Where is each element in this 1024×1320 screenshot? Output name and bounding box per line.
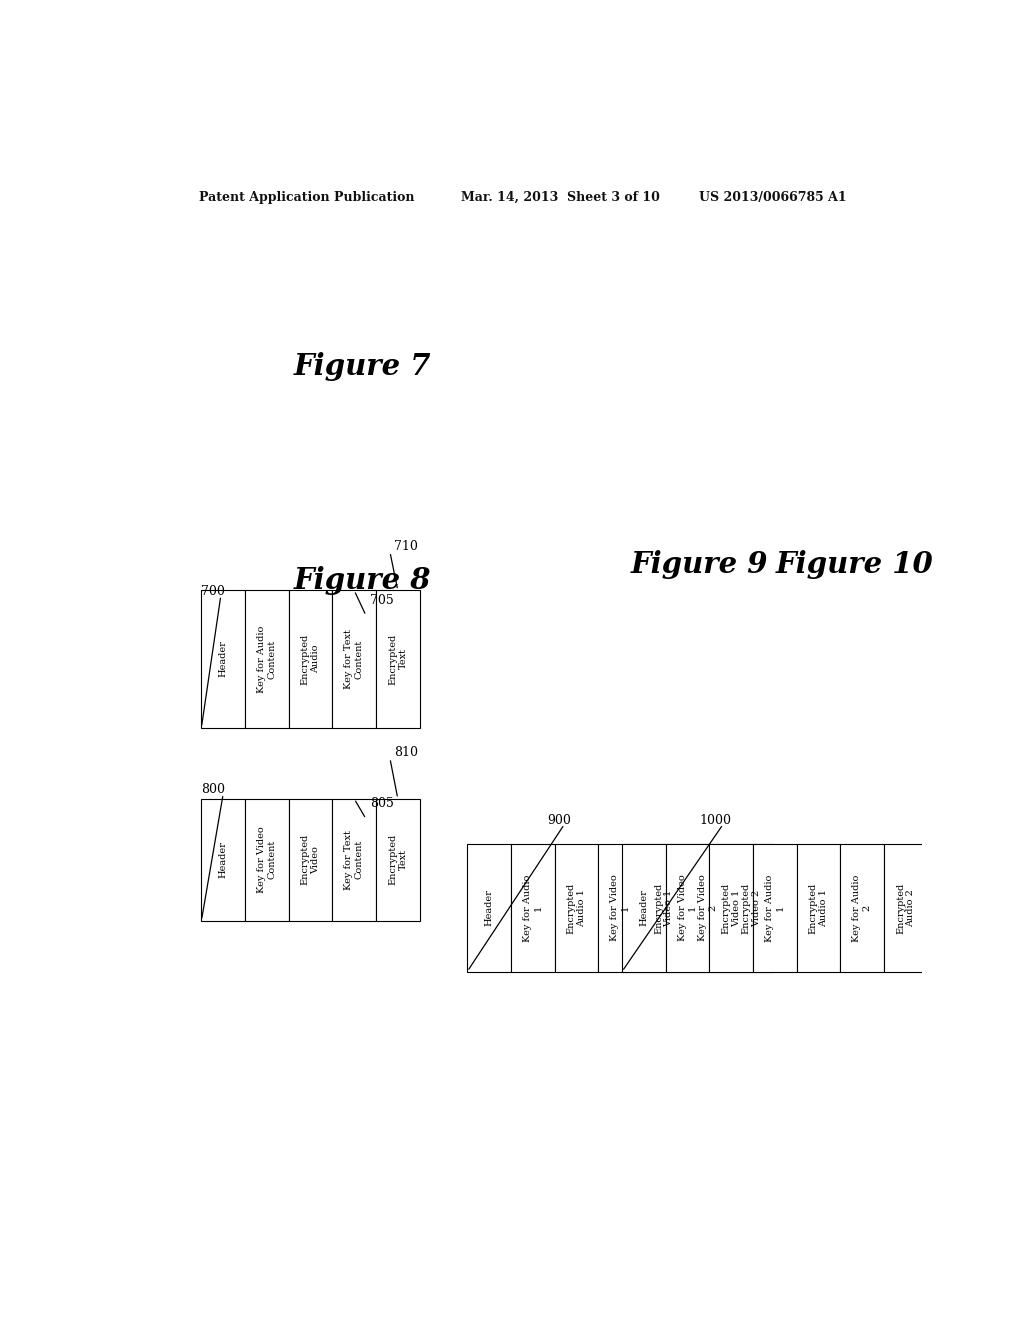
Text: Encrypted
Video 2: Encrypted Video 2 <box>741 882 761 933</box>
Text: Encrypted
Audio 1: Encrypted Audio 1 <box>809 882 828 933</box>
Text: 800: 800 <box>201 784 225 796</box>
Bar <box>622 845 666 972</box>
Text: Figure 9: Figure 9 <box>631 550 768 579</box>
Text: Encrypted
Audio 2: Encrypted Audio 2 <box>896 882 915 933</box>
Text: Key for Audio
2: Key for Audio 2 <box>852 874 871 941</box>
Bar <box>729 845 773 972</box>
Text: Encrypted
Audio: Encrypted Audio <box>301 634 321 685</box>
Bar <box>841 845 884 972</box>
Text: Header: Header <box>219 841 227 878</box>
Text: Encrypted
Text: Encrypted Text <box>388 834 408 886</box>
Text: Header: Header <box>484 890 494 927</box>
Bar <box>685 845 729 972</box>
Bar <box>555 845 598 972</box>
Text: Encrypted
Audio 1: Encrypted Audio 1 <box>566 882 586 933</box>
Text: Key for Text
Content: Key for Text Content <box>344 830 364 890</box>
Text: Key for Video
1: Key for Video 1 <box>610 875 630 941</box>
Text: 700: 700 <box>201 585 225 598</box>
Text: Figure 7: Figure 7 <box>293 352 431 381</box>
Text: Key for Video
2: Key for Video 2 <box>697 875 717 941</box>
Text: Figure 10: Figure 10 <box>775 550 933 579</box>
Text: Encrypted
Text: Encrypted Text <box>388 634 408 685</box>
Bar <box>376 590 420 727</box>
Text: 805: 805 <box>370 797 394 810</box>
Bar <box>666 845 710 972</box>
Text: 705: 705 <box>370 594 394 607</box>
Text: US 2013/0066785 A1: US 2013/0066785 A1 <box>699 190 847 203</box>
Text: Key for Audio
Content: Key for Audio Content <box>257 626 276 693</box>
Bar <box>245 799 289 921</box>
Text: Key for Text
Content: Key for Text Content <box>344 630 364 689</box>
Bar <box>884 845 928 972</box>
Bar <box>376 799 420 921</box>
Bar <box>753 845 797 972</box>
Bar <box>202 799 245 921</box>
Text: 1000: 1000 <box>699 814 731 826</box>
Text: Key for Audio
1: Key for Audio 1 <box>523 874 543 941</box>
Bar <box>642 845 685 972</box>
Text: Key for Video
Content: Key for Video Content <box>257 826 276 894</box>
Bar <box>289 590 333 727</box>
Text: Header: Header <box>219 640 227 677</box>
Text: Patent Application Publication: Patent Application Publication <box>200 190 415 203</box>
Text: Header: Header <box>639 890 648 927</box>
Bar <box>333 590 376 727</box>
Bar <box>598 845 642 972</box>
Bar <box>467 845 511 972</box>
Text: Encrypted
Video 1: Encrypted Video 1 <box>722 882 740 933</box>
Bar <box>797 845 841 972</box>
Bar <box>511 845 555 972</box>
Bar <box>245 590 289 727</box>
Bar <box>710 845 753 972</box>
Bar <box>289 799 333 921</box>
Text: 900: 900 <box>547 814 571 826</box>
Text: Mar. 14, 2013  Sheet 3 of 10: Mar. 14, 2013 Sheet 3 of 10 <box>461 190 660 203</box>
Text: Encrypted
Video: Encrypted Video <box>301 834 321 886</box>
Text: Encrypted
Video 1: Encrypted Video 1 <box>654 882 674 933</box>
Text: Key for Video
1: Key for Video 1 <box>678 875 697 941</box>
Text: 710: 710 <box>394 540 418 553</box>
Text: 810: 810 <box>394 747 418 759</box>
Bar <box>202 590 245 727</box>
Text: Key for Audio
1: Key for Audio 1 <box>765 874 784 941</box>
Bar <box>333 799 376 921</box>
Text: Figure 8: Figure 8 <box>293 566 431 595</box>
